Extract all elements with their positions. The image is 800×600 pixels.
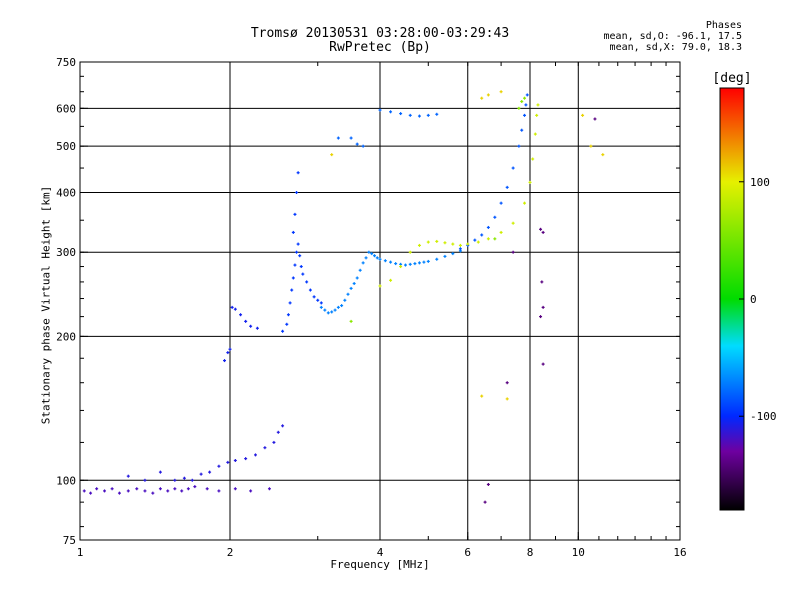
phase-heading: Phases (705, 20, 742, 31)
y-tick-label: 400 (56, 186, 76, 199)
x-tick-label: 6 (464, 546, 471, 559)
y-tick-label: 100 (56, 474, 76, 487)
y-tick-label: 600 (56, 102, 76, 115)
y-tick-label: 300 (56, 246, 76, 259)
colorbar-tick-label: 100 (750, 176, 770, 189)
colorbar-tick-label: -100 (750, 410, 777, 423)
chart-subtitle: RwPretec (Bp) (329, 40, 431, 55)
colorbar-label: [deg] (712, 71, 751, 86)
phase-o-stats: mean, sd,O: -96.1, 17.5 (603, 31, 742, 42)
x-tick-label: 10 (572, 546, 585, 559)
x-tick-label: 4 (377, 546, 384, 559)
x-axis-label: Frequency [MHz] (330, 558, 430, 571)
y-tick-label: 200 (56, 330, 76, 343)
x-tick-label: 2 (227, 546, 234, 559)
x-tick-label: 8 (527, 546, 534, 559)
phase-x-stats: mean, sd,X: 79.0, 18.3 (609, 42, 742, 53)
phase-stats: Phases mean, sd,O: -96.1, 17.5 mean, sd,… (604, 20, 742, 53)
colorbar-tick-label: 0 (750, 293, 757, 306)
x-tick-label: 1 (77, 546, 84, 559)
chart-title: Tromsø 20130531 03:28:00-03:29:43 (250, 26, 510, 41)
y-tick-label: 75 (63, 534, 76, 547)
y-tick-label: 500 (56, 140, 76, 153)
x-tick-label: 16 (673, 546, 686, 559)
y-tick-label: 750 (56, 56, 76, 69)
